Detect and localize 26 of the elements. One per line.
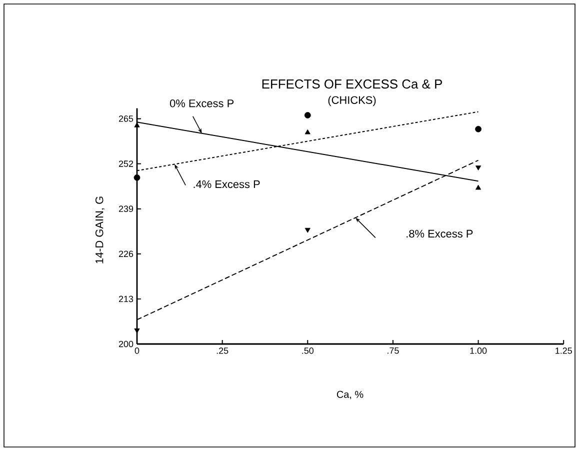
point <box>475 126 482 132</box>
text: .8% Excess P <box>406 230 473 238</box>
chart-subtitle: (CHICKS) <box>328 96 376 106</box>
x-tick-label: .25 <box>216 348 228 354</box>
y-tick-label: 265 <box>118 116 134 122</box>
x-tick-label: .50 <box>302 348 314 354</box>
point <box>476 184 482 190</box>
y-tick-label: 213 <box>118 296 134 302</box>
y-axis-title: 14-D GAIN, G <box>95 196 105 264</box>
point <box>304 228 310 233</box>
chart-title: EFFECTS OF EXCESS Ca & P <box>262 79 442 89</box>
point <box>304 112 311 118</box>
x-axis-title: Ca, % <box>336 390 364 400</box>
x-tick-label: 0 <box>134 348 140 354</box>
point <box>134 174 140 181</box>
y-tick-label: 200 <box>118 340 134 348</box>
y-tick-label: 226 <box>118 250 134 258</box>
x-tick-label: 1.00 <box>470 348 487 354</box>
y-tick-label: 252 <box>118 160 134 167</box>
y-tick-label: 239 <box>118 206 134 212</box>
series-label: .4% Excess P <box>194 180 260 188</box>
point <box>304 129 310 134</box>
x-tick-label: .75 <box>388 348 399 354</box>
x-tick-label: 1.25 <box>556 348 572 354</box>
series-label: 0% Excess P <box>170 99 234 108</box>
point <box>476 166 482 170</box>
